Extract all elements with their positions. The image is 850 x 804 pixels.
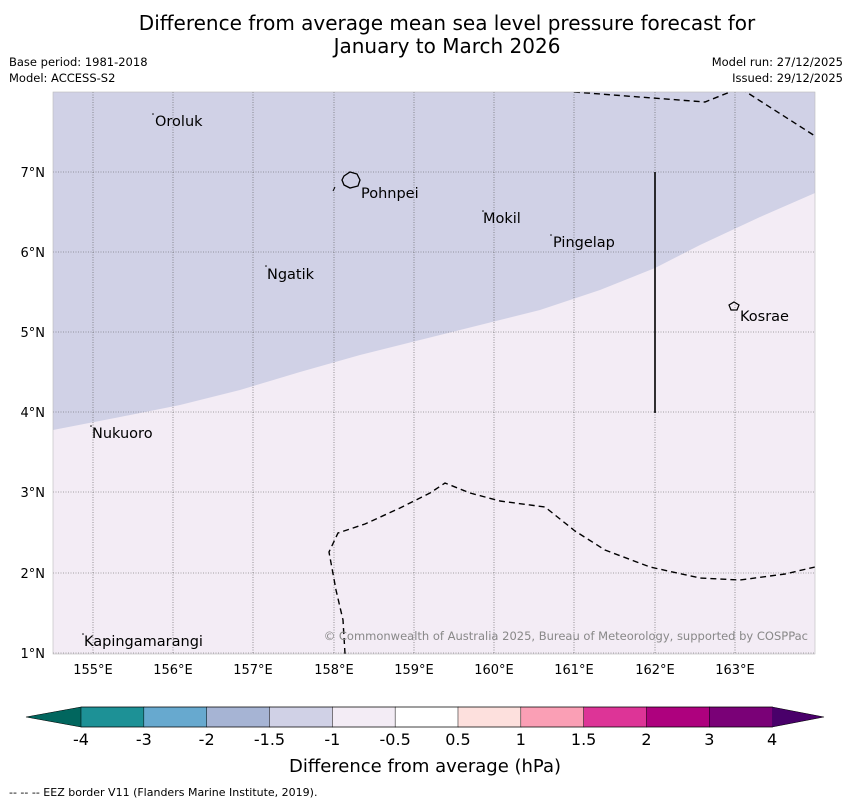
lon-tick-162e: 162°E — [635, 663, 675, 678]
label-kapingamarangi: Kapingamarangi — [84, 634, 203, 650]
lat-tick-7n: 7°N — [21, 166, 46, 181]
copyright-notice: © Commonwealth of Australia 2025, Bureau… — [324, 629, 808, 643]
label-mokil: Mokil — [483, 211, 521, 227]
lon-tick-161e: 161°E — [554, 663, 594, 678]
lon-tick-158e: 158°E — [314, 663, 354, 678]
model-run: Model run: 27/12/2025 — [711, 55, 843, 69]
lon-tick-160e: 160°E — [474, 663, 514, 678]
colorbar-tick-label: -0.5 — [380, 730, 411, 749]
label-ngatik: Ngatik — [267, 267, 315, 283]
pressure-anomaly-fills — [53, 92, 815, 654]
colorbar-tick-label: -1.5 — [254, 730, 285, 749]
chart-title: Difference from average mean sea level p… — [0, 12, 850, 58]
eez-borders — [328, 92, 815, 654]
lat-tick-5n: 5°N — [21, 326, 46, 341]
mokil-marker — [482, 210, 484, 212]
colorbar-extend-low — [26, 707, 81, 727]
colorbar-tick-label: 1 — [516, 730, 526, 749]
kosrae-island-shape — [728, 301, 740, 311]
colorbar-tick-label: -3 — [136, 730, 152, 749]
colorbar-outline — [25, 706, 825, 728]
colorbar-segment — [80, 706, 145, 728]
label-nukuoro: Nukuoro — [92, 426, 153, 442]
lon-tick-159e: 159°E — [394, 663, 434, 678]
metadata-left: Base period: 1981-2018 Model: ACCESS-S2 — [9, 54, 148, 86]
lat-tick-6n: 6°N — [21, 246, 46, 261]
colorbar-segment — [269, 706, 334, 728]
colorbar-segment — [709, 706, 773, 728]
label-pingelap: Pingelap — [553, 235, 615, 251]
colorbar-segment — [206, 706, 271, 728]
eez-border-south — [328, 482, 815, 654]
colorbar-label: Difference from average (hPa) — [289, 756, 561, 777]
pohnpei-islet — [332, 186, 336, 192]
colorbar-segment — [583, 706, 648, 728]
issued-date: Issued: 29/12/2025 — [732, 71, 843, 85]
lat-tick-1n: 1°N — [21, 647, 46, 662]
colorbar-segment — [394, 706, 459, 728]
lon-ticks: 155°E 156°E 157°E 158°E 159°E 160°E 161°… — [73, 663, 755, 678]
label-pohnpei: Pohnpei — [361, 186, 419, 202]
colorbar-segment — [143, 706, 208, 728]
lon-tick-157e: 157°E — [233, 663, 273, 678]
colorbar-segment — [332, 706, 396, 728]
colorbar-tick-label: 0.5 — [445, 730, 470, 749]
oroluk-marker — [152, 113, 154, 115]
lat-tick-4n: 4°N — [21, 406, 46, 421]
nukuoro-marker — [90, 425, 92, 427]
colorbar: -4 -3 -2 -1.5 -1 -0.5 0.5 1 1.5 2 3 4 — [25, 706, 825, 749]
colorbar-tick-label: 3 — [704, 730, 714, 749]
label-oroluk: Oroluk — [155, 114, 203, 130]
model-name: Model: ACCESS-S2 — [9, 71, 116, 85]
fill-minus-1-to-minus-1-5 — [53, 92, 815, 430]
metadata-right: Model run: 27/12/2025 Issued: 29/12/2025 — [712, 54, 843, 86]
colorbar-tick-label: -1 — [324, 730, 340, 749]
map-frame — [52, 91, 816, 655]
colorbar-tick-label: 1.5 — [571, 730, 596, 749]
base-period: Base period: 1981-2018 — [9, 55, 148, 69]
colorbar-segment — [520, 706, 585, 728]
title-line-1: Difference from average mean sea level p… — [138, 11, 756, 35]
title-line-2: January to March 2026 — [333, 34, 561, 58]
lat-tick-3n: 3°N — [21, 486, 46, 501]
lon-tick-156e: 156°E — [153, 663, 193, 678]
eez-border-north — [573, 92, 815, 137]
colorbar-tick-label: -2 — [199, 730, 215, 749]
ngatik-marker — [265, 265, 267, 267]
lon-tick-163e: 163°E — [715, 663, 755, 678]
colorbar-segment — [457, 706, 522, 728]
eez-footnote: -- -- -- EEZ border V11 (Flanders Marine… — [9, 786, 318, 799]
colorbar-tick-label: -4 — [73, 730, 89, 749]
colorbar-segment — [646, 706, 711, 728]
label-kosrae: Kosrae — [740, 309, 789, 325]
lon-tick-155e: 155°E — [73, 663, 113, 678]
lat-ticks: 7°N 6°N 5°N 4°N 3°N 2°N 1°N — [21, 166, 46, 662]
pohnpei-island-shape — [341, 171, 361, 189]
colorbar-tick-label: 2 — [641, 730, 651, 749]
graticule — [53, 92, 815, 654]
kapingamarangi-marker — [82, 633, 84, 635]
colorbar-tick-label: 4 — [767, 730, 777, 749]
lat-tick-2n: 2°N — [21, 567, 46, 582]
pingelap-marker — [550, 234, 552, 236]
colorbar-extend-high — [772, 707, 824, 727]
